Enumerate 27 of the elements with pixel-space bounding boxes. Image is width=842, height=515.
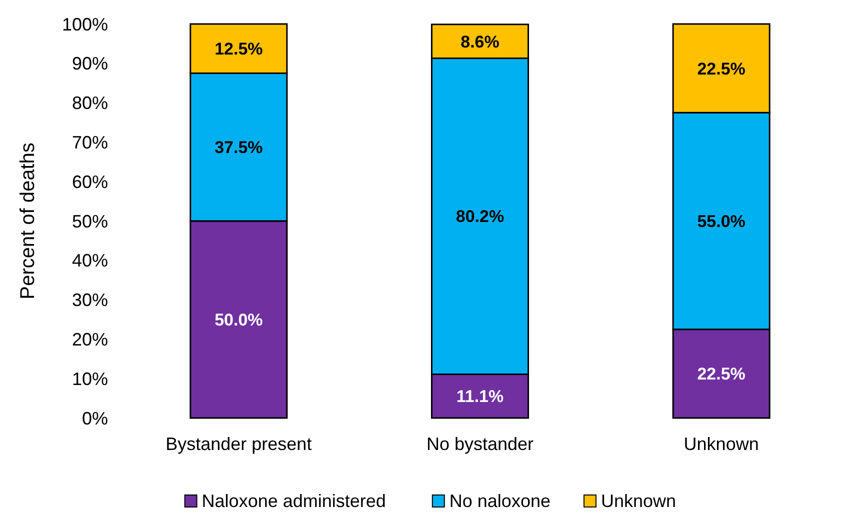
y-tick-label: 60% bbox=[72, 172, 108, 192]
x-tick-label: Bystander present bbox=[166, 434, 312, 454]
data-label: 8.6% bbox=[460, 32, 500, 52]
y-tick-label: 40% bbox=[72, 250, 108, 271]
y-tick-label: 20% bbox=[72, 330, 108, 350]
x-tick-label: No bystander bbox=[426, 434, 534, 454]
y-tick-label: 70% bbox=[72, 132, 108, 152]
data-label: 37.5% bbox=[214, 138, 263, 158]
data-label: 80.2% bbox=[456, 207, 504, 226]
x-tick-label: Unknown bbox=[684, 434, 759, 454]
y-tick-label: 50% bbox=[72, 211, 108, 232]
y-tick-label: 80% bbox=[72, 93, 108, 114]
y-tick-label: 90% bbox=[72, 54, 108, 74]
y-tick-label: 0% bbox=[82, 408, 108, 428]
data-label: 50.0% bbox=[214, 310, 263, 330]
legend-label: Unknown bbox=[601, 491, 676, 511]
data-label: 55.0% bbox=[697, 212, 746, 231]
data-label: 22.5% bbox=[697, 364, 746, 384]
y-tick-label: 30% bbox=[72, 290, 108, 310]
legend-label: Naloxone administered bbox=[202, 491, 386, 511]
y-tick-label: 10% bbox=[72, 368, 108, 389]
y-axis-title: Percent of deaths bbox=[17, 142, 39, 300]
data-label: 11.1% bbox=[456, 387, 504, 406]
y-tick-label: 100% bbox=[62, 14, 108, 34]
legend-label: No naloxone bbox=[449, 491, 550, 511]
data-label: 22.5% bbox=[697, 59, 746, 78]
data-label: 12.5% bbox=[214, 40, 263, 59]
